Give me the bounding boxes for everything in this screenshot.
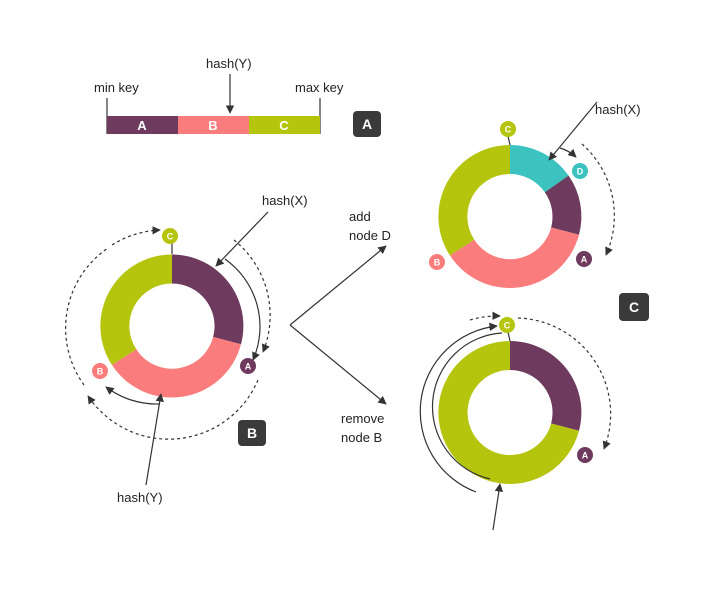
hash-x-move-arrow-c	[559, 147, 577, 158]
node-a-marker-c-bottom	[577, 447, 593, 463]
hash-y-pointer-c	[492, 483, 504, 531]
node-a-label-b: A	[245, 362, 252, 372]
node-c-marker-c-bottom	[499, 317, 515, 333]
node-a-marker-b	[240, 358, 256, 374]
node-c-marker-b	[162, 228, 178, 244]
remove-label-line1: remove	[341, 411, 384, 426]
hash-y-label-a: hash(Y)	[206, 56, 252, 71]
dashed-arc-c-bottom-right	[517, 317, 612, 450]
hash-x-pointer-c	[548, 101, 598, 161]
dashed-arc-c-bottom-top	[469, 311, 501, 321]
panel-c-badge-label: C	[629, 299, 639, 315]
node-c-label-b: C	[167, 232, 174, 242]
node-d-label-c-top: D	[577, 167, 584, 177]
dashed-ring-top	[111, 226, 161, 246]
add-node-arrow	[289, 245, 387, 326]
hash-y-pointer-b	[145, 393, 164, 486]
node-a-marker-c-top	[576, 251, 592, 267]
segment-c-label: C	[279, 118, 289, 133]
panel-c-bottom: C A	[419, 311, 612, 531]
ring-b-segment-b	[111, 337, 242, 398]
panel-b-badge-label: B	[247, 425, 257, 441]
node-d-marker-c-top	[572, 163, 588, 179]
ring-b-segment-a	[172, 254, 244, 345]
remove-move-arrow-outer	[419, 322, 498, 493]
ring-c-top-segment-c	[438, 144, 510, 256]
hash-x-label-c: hash(X)	[595, 102, 641, 117]
key-range-segment-a	[107, 116, 178, 134]
segment-a-label: A	[137, 118, 147, 133]
dashed-ring-bottom	[87, 379, 259, 440]
node-b-marker-b	[92, 363, 108, 379]
hash-x-label-b: hash(X)	[262, 193, 308, 208]
ring-b-segment-c	[100, 254, 172, 365]
panel-a: min key max key hash(Y) A B C A	[94, 56, 381, 137]
ring-c-top-segment-a	[544, 175, 582, 235]
node-a-label-c-bottom: A	[582, 451, 589, 461]
panel-b: C A B hash(X) hash(Y) B	[65, 193, 308, 505]
dashed-arc-c-top	[581, 143, 615, 256]
max-key-label: max key	[295, 80, 344, 95]
key-range-segment-b	[178, 116, 249, 134]
panel-c-top: C D A B hash(X) C	[429, 101, 649, 321]
node-b-label-b: B	[97, 367, 104, 377]
node-c-marker-c-top	[500, 121, 516, 137]
node-c-stem-c-top	[507, 135, 511, 146]
panel-c-badge	[619, 293, 649, 321]
hash-y-label-b: hash(Y)	[117, 490, 163, 505]
add-label-line2: node D	[349, 228, 391, 243]
remove-label-line2: node B	[341, 430, 382, 445]
ring-c-bottom-segment-a	[510, 341, 582, 431]
panel-a-badge	[353, 111, 381, 137]
node-a-label-c-top: A	[581, 255, 588, 265]
hash-x-move-arrow	[224, 258, 261, 361]
node-c-label-c-top: C	[505, 125, 512, 135]
segment-b-label: B	[208, 118, 217, 133]
node-b-label-c-top: B	[434, 258, 441, 268]
panel-b-badge	[238, 420, 266, 446]
ring-c-top-segment-d	[510, 145, 569, 193]
panel-a-badge-label: A	[362, 116, 372, 132]
node-c-stem-c-bottom	[507, 331, 511, 342]
node-c-label-c-bottom: C	[504, 321, 511, 331]
remove-move-arrow-inner	[431, 332, 503, 480]
node-b-marker-c-top	[429, 254, 445, 270]
remove-node-arrow	[289, 324, 387, 405]
hash-y-move-arrow	[105, 386, 161, 405]
hash-x-pointer-b	[215, 211, 269, 267]
key-range-segment-c	[249, 116, 320, 134]
action-arrows: add node D remove node B	[289, 209, 391, 445]
ring-c-top-segment-b	[449, 227, 579, 288]
ring-c-bottom-segment-c	[438, 340, 579, 484]
min-key-label: min key	[94, 80, 139, 95]
dashed-ring-right	[233, 239, 271, 353]
add-label-line1: add	[349, 209, 371, 224]
dashed-ring-left	[65, 247, 109, 386]
